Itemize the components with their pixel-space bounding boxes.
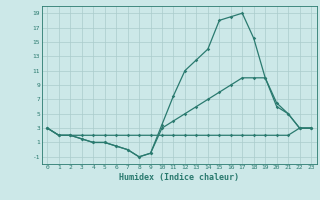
X-axis label: Humidex (Indice chaleur): Humidex (Indice chaleur) — [119, 173, 239, 182]
